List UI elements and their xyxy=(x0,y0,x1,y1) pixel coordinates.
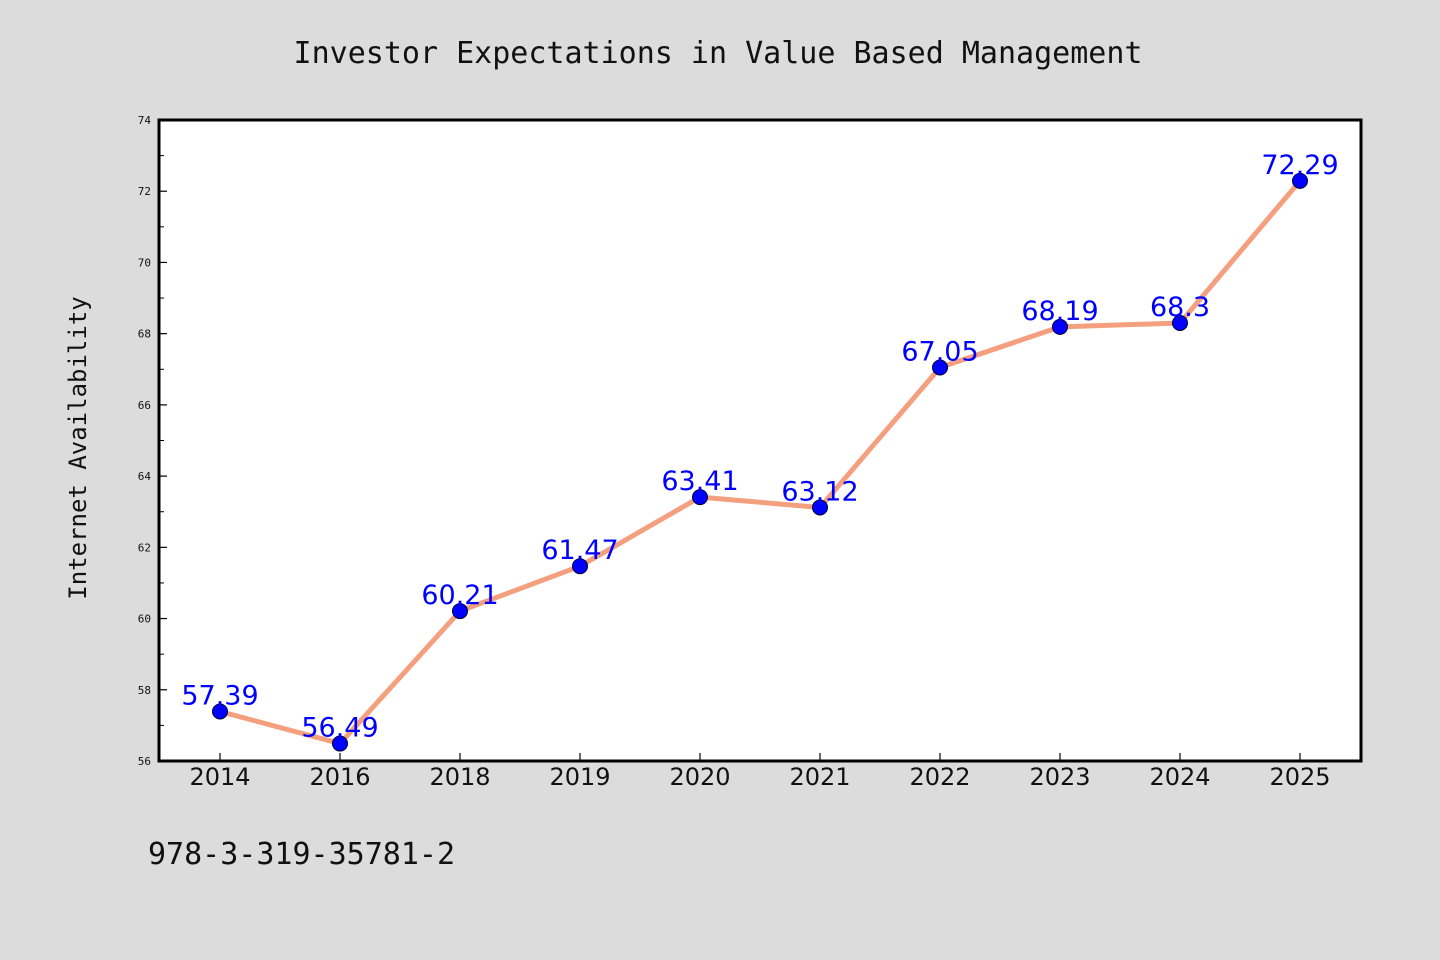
y-tick-label: 62 xyxy=(138,541,151,554)
data-label: 60.21 xyxy=(421,580,498,611)
y-axis: 56 58 60 62 64 66 68 70 72 74 xyxy=(138,114,167,768)
chart-title: Investor Expectations in Value Based Man… xyxy=(294,36,1143,71)
series-line xyxy=(219,179,1302,747)
data-point xyxy=(1172,314,1188,331)
y-tick-label: 70 xyxy=(138,256,151,269)
y-tick-label: 66 xyxy=(138,399,151,412)
y-tick-label: 68 xyxy=(138,328,151,341)
data-point xyxy=(812,499,828,516)
y-axis-label: Internet Availability xyxy=(64,296,92,599)
data-label: 57.39 xyxy=(181,681,258,712)
plot-area xyxy=(157,118,1363,763)
data-point xyxy=(692,489,708,506)
data-label: 63.41 xyxy=(661,466,738,497)
y-tick-label: 56 xyxy=(138,755,151,768)
data-point xyxy=(332,735,348,752)
data-point xyxy=(452,603,468,620)
isbn-annotation: 978-3-319-35781-2 xyxy=(148,837,455,872)
data-label: 63.12 xyxy=(781,476,858,507)
series-markers xyxy=(212,172,1308,752)
y-tick-label: 74 xyxy=(138,114,152,127)
x-tick-label: 2023 xyxy=(1029,763,1090,791)
x-tick-label: 2020 xyxy=(669,763,730,791)
data-point xyxy=(212,703,228,720)
data-label: 68.3 xyxy=(1150,292,1210,323)
data-label: 68.19 xyxy=(1021,296,1098,327)
data-label: 67.05 xyxy=(901,336,978,367)
data-point xyxy=(932,359,948,376)
data-label: 61.47 xyxy=(541,535,618,566)
y-tick-label: 64 xyxy=(138,470,152,483)
x-tick-label: 2016 xyxy=(309,763,370,791)
y-tick-label: 60 xyxy=(138,613,151,626)
x-tick-label: 2014 xyxy=(189,763,250,791)
data-point xyxy=(1292,172,1308,189)
data-label: 56.49 xyxy=(301,713,378,744)
x-tick-label: 2018 xyxy=(429,763,490,791)
x-axis: 2014 2016 2018 2019 2020 2021 2022 2023 2024 2025 xyxy=(189,753,1331,791)
data-point xyxy=(572,558,588,575)
data-labels: 57.39 56.49 60.21 61.47 63.41 63.12 67.05 68.19… xyxy=(181,150,1338,744)
y-tick-label: 72 xyxy=(138,185,151,198)
data-point xyxy=(1052,318,1068,335)
y-tick-label: 58 xyxy=(138,684,151,697)
x-tick-label: 2022 xyxy=(909,763,970,791)
data-label: 72.29 xyxy=(1261,150,1338,181)
x-tick-label: 2019 xyxy=(549,763,610,791)
x-tick-label: 2021 xyxy=(789,763,850,791)
x-tick-label: 2025 xyxy=(1269,763,1330,791)
x-tick-label: 2024 xyxy=(1149,763,1210,791)
